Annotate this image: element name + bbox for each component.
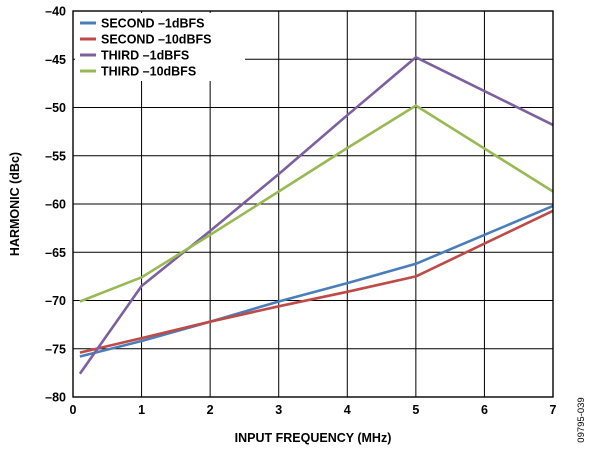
x-tick-label: 6 bbox=[481, 403, 488, 417]
legend-label-4: THIRD –10dBFS bbox=[101, 65, 196, 79]
series-line-3 bbox=[78, 55, 554, 375]
series-line-1 bbox=[79, 204, 554, 358]
series-lines bbox=[78, 55, 554, 375]
y-tick-label: –65 bbox=[45, 246, 66, 260]
legend-label-2: SECOND –10dBFS bbox=[101, 33, 211, 47]
series-line-2 bbox=[79, 209, 554, 354]
y-tick-label: –40 bbox=[45, 5, 66, 19]
x-tick-label: 7 bbox=[550, 403, 557, 417]
y-tick-label: –80 bbox=[45, 391, 66, 405]
figure-id: 09795-039 bbox=[576, 397, 587, 442]
tick-labels: –40 –45 –50 –55 –60 –65 –70 –75 –80 0 1 2 3 4 5 6 7 bbox=[45, 5, 556, 418]
x-axis-title: INPUT FREQUENCY (MHz) bbox=[235, 431, 392, 445]
series-line-4 bbox=[79, 104, 554, 303]
x-tick-label: 5 bbox=[412, 403, 419, 417]
y-tick-label: –70 bbox=[45, 294, 66, 308]
x-tick-label: 0 bbox=[70, 403, 77, 417]
x-tick-label: 2 bbox=[207, 403, 214, 417]
legend-label-1: SECOND –1dBFS bbox=[101, 17, 205, 31]
x-tick-label: 3 bbox=[275, 403, 282, 417]
y-tick-label: –60 bbox=[45, 198, 66, 212]
y-tick-label: –50 bbox=[45, 101, 66, 115]
legend-label-3: THIRD –1dBFS bbox=[101, 49, 189, 63]
x-tick-label: 1 bbox=[138, 403, 145, 417]
plot-area bbox=[72, 10, 554, 398]
legend: SECOND –1dBFS SECOND –10dBFS THIRD –1dBFS T… bbox=[75, 13, 245, 81]
legend-box bbox=[75, 13, 245, 81]
y-tick-label: –75 bbox=[45, 342, 66, 356]
y-tick-label: –55 bbox=[45, 149, 66, 163]
x-tick-label: 4 bbox=[344, 403, 351, 417]
y-axis-title: HARMONIC (dBc) bbox=[8, 152, 22, 256]
y-tick-label: –45 bbox=[45, 53, 66, 67]
